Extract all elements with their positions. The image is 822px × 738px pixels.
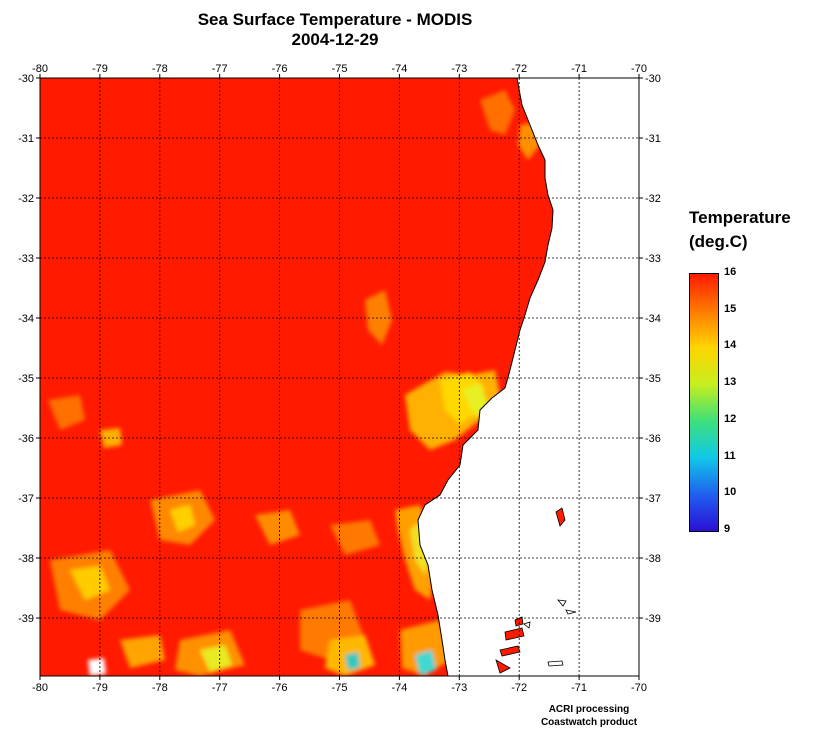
colorbar-label: 9 — [724, 523, 731, 535]
title-text: Sea Surface Temperature - MODIS — [197, 10, 473, 29]
lat-label-right: -32 — [645, 193, 661, 205]
lon-label-bottom: -72 — [511, 682, 527, 694]
lat-label-left: -35 — [18, 373, 34, 385]
colorbar-label: 16 — [724, 266, 737, 278]
map-title: Sea Surface Temperature - MODIS 2004-12-… — [100, 10, 570, 50]
lon-label-top: -70 — [631, 63, 647, 75]
colorbar-label: 12 — [724, 412, 737, 425]
lon-label-top: -71 — [571, 63, 587, 75]
land-area — [417, 78, 639, 676]
lon-label-bottom: -77 — [212, 682, 228, 694]
credit-line1: ACRI processing — [548, 704, 630, 715]
lon-label-bottom: -79 — [92, 682, 108, 694]
graticule — [36, 74, 643, 680]
lat-label-right: -39 — [645, 613, 661, 625]
lat-label-right: -33 — [645, 253, 661, 265]
lat-label-right: -30 — [645, 73, 661, 85]
tick-labels: -80 -80 -79 -79 -78 -78 -77 -77 -76 -76 -75 -75 -74 -… — [18, 63, 661, 694]
lon-label-top: -80 — [32, 63, 48, 75]
colorbar-label: 11 — [724, 449, 736, 462]
lon-label-top: -74 — [391, 63, 407, 75]
lat-label-right: -38 — [645, 553, 661, 565]
lon-label-top: -79 — [92, 63, 108, 75]
legend-title-line1: Temperature — [689, 208, 791, 227]
lon-label-bottom: -75 — [332, 682, 348, 694]
legend-title: Temperature (deg.C) — [689, 206, 791, 254]
lon-label-top: -76 — [272, 63, 288, 75]
lat-label-left: -34 — [18, 313, 34, 325]
lat-label-right: -34 — [645, 313, 661, 325]
date-text: 2004-12-29 — [291, 30, 379, 49]
lat-label-right: -35 — [645, 373, 661, 385]
colorbar-label: 15 — [724, 302, 737, 315]
credit-line2: Coastwatch product — [540, 717, 638, 728]
colorbar-label: 13 — [724, 376, 737, 389]
lon-label-top: -78 — [152, 63, 168, 75]
lat-label-left: -36 — [18, 433, 34, 445]
lon-label-bottom: -71 — [571, 682, 587, 694]
lon-label-top: -75 — [332, 63, 348, 75]
lat-label-right: -31 — [645, 133, 661, 145]
lon-label-top: -73 — [451, 63, 467, 75]
lat-label-left: -31 — [18, 133, 34, 145]
lat-label-left: -38 — [18, 553, 34, 565]
lat-label-left: -30 — [18, 73, 34, 85]
lat-label-left: -33 — [18, 253, 34, 265]
lon-label-bottom: -78 — [152, 682, 168, 694]
legend-title-line2: (deg.C) — [689, 232, 748, 251]
lon-label-bottom: -76 — [272, 682, 288, 694]
sst-raster — [40, 78, 639, 676]
colorbar-label: 14 — [724, 339, 737, 352]
lat-label-left: -37 — [18, 493, 34, 505]
colorbar — [689, 273, 719, 532]
lon-label-top: -72 — [511, 63, 527, 75]
lat-label-left: -32 — [18, 193, 34, 205]
colorbar-label: 10 — [724, 486, 737, 499]
lon-label-bottom: -70 — [631, 682, 647, 694]
lat-label-right: -36 — [645, 433, 661, 445]
lon-label-bottom: -74 — [391, 682, 407, 694]
lon-label-top: -77 — [212, 63, 228, 75]
islands — [495, 507, 577, 674]
lon-label-bottom: -73 — [451, 682, 467, 694]
lon-label-bottom: -80 — [32, 682, 48, 694]
lat-label-right: -37 — [645, 493, 661, 505]
lat-label-left: -39 — [18, 613, 34, 625]
